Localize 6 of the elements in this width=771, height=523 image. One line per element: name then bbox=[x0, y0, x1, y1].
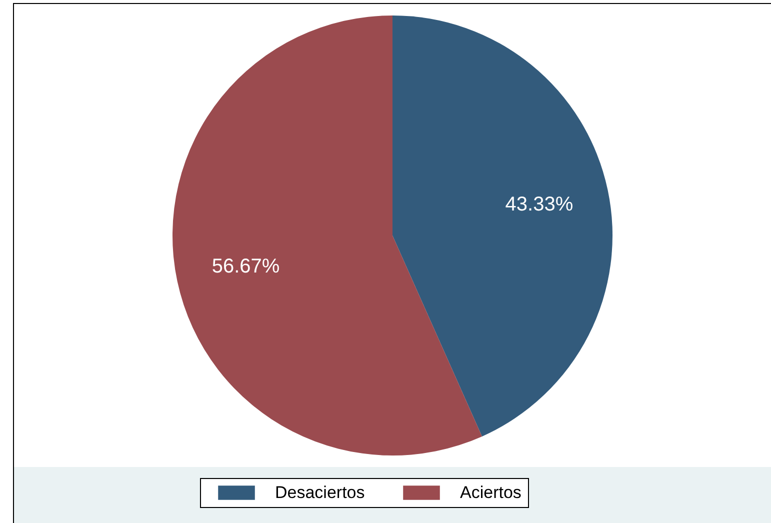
legend-label: Aciertos bbox=[460, 482, 522, 502]
pie-slice bbox=[392, 16, 612, 436]
data-label: 43.33% bbox=[505, 193, 574, 216]
legend-label: Desaciertos bbox=[275, 482, 365, 502]
pie-slice bbox=[172, 16, 482, 456]
data-label: 56.67% bbox=[212, 256, 280, 278]
